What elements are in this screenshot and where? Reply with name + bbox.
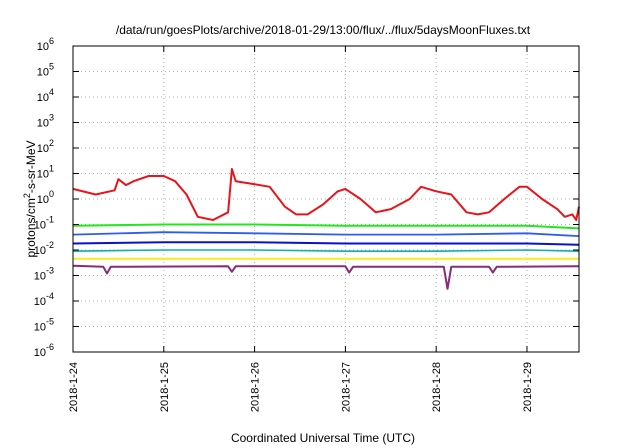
- series-line-2: [72, 223, 580, 230]
- series-line-4: [72, 241, 580, 246]
- y-tick-exponent: -6: [46, 342, 54, 352]
- x-tick-label: 2018-1-25: [159, 362, 171, 412]
- y-tick-exponent: 0: [49, 189, 54, 199]
- y-tick-label: 102: [37, 138, 54, 155]
- x-tick-label: 2018-1-28: [431, 362, 443, 412]
- y-tick-exponent: 4: [49, 87, 54, 97]
- y-tick-exponent: -5: [46, 317, 54, 327]
- y-tick-exponent: 2: [49, 138, 54, 148]
- x-tick-label: 2018-1-29: [522, 362, 534, 412]
- y-tick-exponent: -2: [46, 240, 54, 250]
- y-tick-exponent: -3: [46, 266, 54, 276]
- chart-title: /data/run/goesPlots/archive/2018-01-29/1…: [116, 23, 531, 37]
- y-tick-label: 106: [37, 36, 54, 53]
- series-line-3: [72, 231, 580, 237]
- y-tick-label: 10-3: [34, 266, 54, 283]
- y-tick-label: 10-5: [34, 317, 54, 334]
- y-tick-label: 104: [37, 87, 54, 104]
- data-series: [72, 168, 580, 290]
- y-tick-exponent: -4: [46, 291, 54, 301]
- y-tick-label: 10-4: [34, 291, 54, 308]
- y-tick-label: 10-6: [34, 342, 54, 359]
- y-axis-label: protons/cm2-s-sr-MeV: [22, 140, 38, 257]
- y-tick-exponent: 1: [49, 164, 54, 174]
- y-axis-label-base: protons/cm: [24, 198, 38, 257]
- x-tick-label: 2018-1-26: [250, 362, 262, 412]
- y-tick-exponent: 5: [49, 62, 54, 72]
- x-tick-label: 2018-1-24: [68, 362, 80, 412]
- y-tick-exponent: -1: [46, 215, 54, 225]
- y-tick-label: 101: [37, 164, 54, 181]
- series-line-7: [72, 264, 580, 290]
- series-line-5: [72, 249, 580, 252]
- y-tick-label: 103: [37, 113, 54, 130]
- y-tick-exponent: 6: [49, 36, 54, 46]
- y-tick-label: 105: [37, 62, 54, 79]
- y-axis-ticks: 10-610-510-410-310-210-11001011021031041…: [34, 36, 579, 359]
- y-tick-label: 100: [37, 189, 54, 206]
- series-line-1: [72, 168, 580, 221]
- x-axis-ticks: 2018-1-24 2018-1-25 2018-1-26 2018-1-27 2018…: [68, 46, 534, 412]
- y-tick-exponent: 3: [49, 113, 54, 123]
- y-axis-label-rest: -s-sr-MeV: [24, 140, 38, 193]
- x-axis-label: Coordinated Universal Time (UTC): [231, 431, 415, 445]
- y-axis-label-sup: 2: [22, 193, 32, 198]
- x-tick-label: 2018-1-27: [340, 362, 352, 412]
